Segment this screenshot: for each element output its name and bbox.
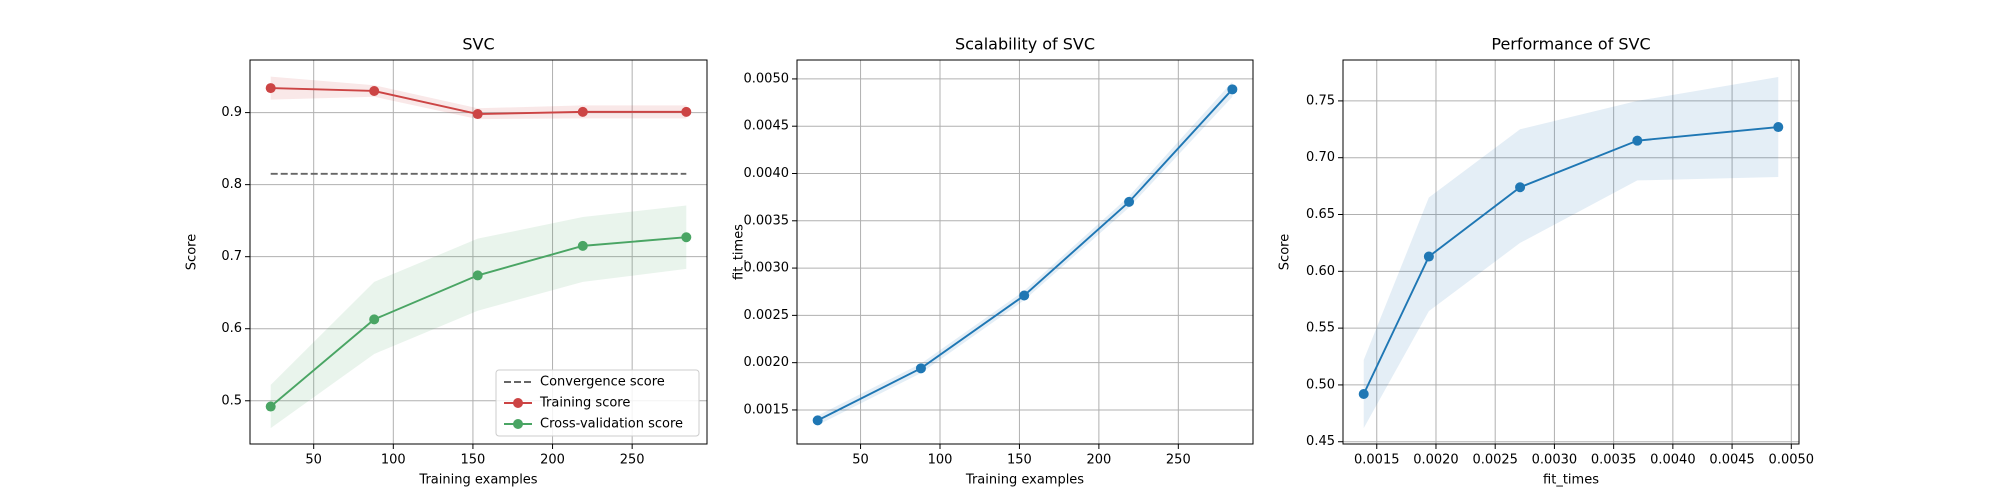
plot-content: [812, 81, 1238, 426]
y-tick-label: 0.0015: [744, 402, 790, 417]
marker: [1632, 135, 1643, 146]
band: [270, 205, 687, 429]
y-tick-label: 0.60: [1306, 264, 1335, 279]
x-tick-label: 0.0020: [1413, 453, 1459, 468]
plot-content: [1358, 77, 1784, 429]
marker: [1515, 182, 1526, 193]
y-tick-label: 0.65: [1306, 207, 1335, 222]
legend-box: [495, 369, 700, 437]
y-tick-label: 0.50: [1306, 377, 1335, 392]
marker: [369, 314, 380, 325]
x-tick-label: 0.0025: [1472, 453, 1518, 468]
y-tick-label: 0.0035: [744, 213, 790, 228]
legend-label: Cross-validation score: [540, 417, 683, 432]
marker: [1358, 389, 1369, 400]
y-tick-label: 0.6: [221, 321, 242, 336]
y-tick-label: 0.55: [1306, 321, 1335, 336]
subplot: 50 100 150 200 250 0.5 0.6 0.7 0.8 0.9 SVC Training…: [185, 35, 708, 488]
y-tick-label: 0.7: [221, 249, 242, 264]
marker: [577, 106, 588, 117]
x-tick-label: 150: [461, 453, 486, 468]
marker: [1227, 84, 1238, 95]
plot-content: [265, 76, 692, 429]
x-axis-label: Training examples: [418, 473, 537, 488]
x-tick-label: 100: [928, 453, 953, 468]
x-tick-label: 0.0050: [1769, 453, 1815, 468]
marker: [915, 363, 926, 374]
legend-marker: [513, 419, 523, 429]
marker: [472, 270, 483, 281]
subplot: 50 100 150 200 250 0.0015 0.0020 0.0025 0.0030 0.…: [732, 35, 1254, 488]
x-axis-label: Training examples: [965, 473, 1084, 488]
x-tick-label: 0.0015: [1354, 453, 1400, 468]
x-tick-label: 150: [1007, 453, 1032, 468]
marker: [1423, 251, 1434, 262]
subplot-title: Performance of SVC: [1491, 35, 1650, 54]
band: [1363, 77, 1779, 429]
plot-area: [797, 60, 1253, 444]
y-axis-label: Score: [185, 234, 200, 270]
axes-frame: [1342, 59, 1800, 445]
subplot: 0.0015 0.0020 0.0025 0.0030 0.0035 0.0040 0.00…: [1278, 35, 1815, 488]
x-tick-label: 250: [1166, 453, 1191, 468]
plot-area: [1343, 60, 1799, 444]
x-axis-label: fit_times: [1543, 473, 1599, 488]
y-tick-label: 0.0040: [744, 166, 790, 181]
marker: [472, 109, 483, 120]
x-tick-label: 250: [620, 453, 645, 468]
axes-frame: [249, 59, 708, 445]
x-tick-label: 0.0040: [1650, 453, 1696, 468]
y-tick-label: 0.0045: [744, 119, 790, 134]
y-tick-label: 0.0025: [744, 308, 790, 323]
y-tick-label: 0.75: [1306, 93, 1335, 108]
x-tick-label: 100: [381, 453, 406, 468]
y-axis-label: Score: [1278, 234, 1293, 270]
legend-marker: [513, 398, 523, 408]
marker: [681, 232, 692, 243]
y-tick-label: 0.9: [221, 105, 242, 120]
marker: [1773, 122, 1784, 133]
x-tick-label: 50: [305, 453, 322, 468]
marker: [265, 401, 276, 412]
marker: [265, 83, 276, 94]
subplot-title: Scalability of SVC: [955, 35, 1095, 54]
y-axis-label: fit_times: [732, 224, 747, 280]
marker: [812, 415, 823, 426]
legend-label: Convergence score: [540, 375, 665, 390]
x-tick-label: 200: [1086, 453, 1111, 468]
y-tick-label: 0.0020: [744, 355, 790, 370]
legend-label: Training score: [539, 396, 630, 411]
y-tick-label: 0.70: [1306, 150, 1335, 165]
x-tick-label: 200: [540, 453, 565, 468]
axes-frame: [796, 59, 1254, 445]
y-tick-label: 0.8: [221, 177, 242, 192]
marker: [369, 85, 380, 96]
y-tick-label: 0.0030: [744, 261, 790, 276]
y-tick-label: 0.5: [221, 393, 242, 408]
x-tick-label: 0.0045: [1709, 453, 1755, 468]
x-tick-label: 0.0035: [1591, 453, 1637, 468]
subplot-title: SVC: [462, 35, 494, 54]
marker: [681, 106, 692, 117]
x-tick-label: 0.0030: [1532, 453, 1578, 468]
marker: [1019, 290, 1030, 301]
x-tick-label: 50: [852, 453, 869, 468]
marker: [577, 240, 588, 251]
marker: [1124, 196, 1135, 207]
y-tick-label: 0.0050: [744, 71, 790, 86]
legend: Convergence score Training score Cross-val…: [495, 369, 700, 437]
y-tick-label: 0.45: [1306, 434, 1335, 449]
